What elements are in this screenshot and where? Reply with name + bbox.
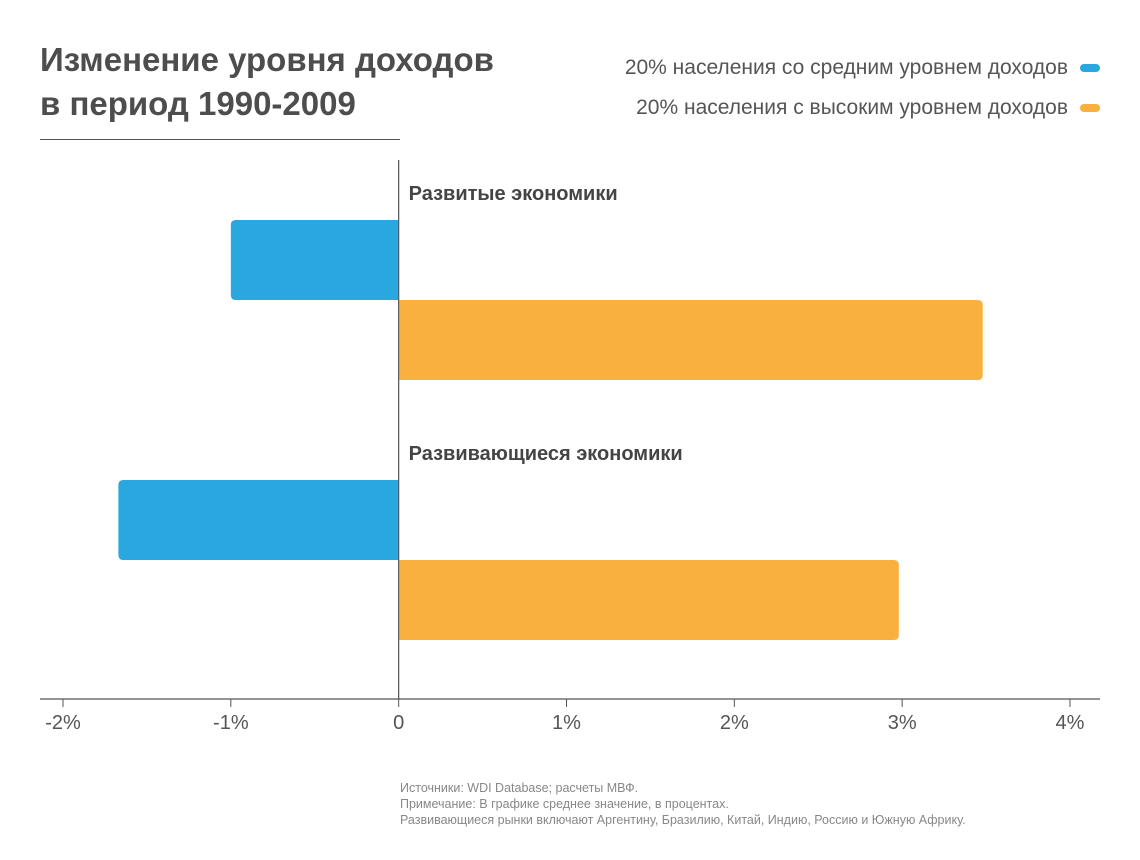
footnotes: Источники: WDI Database; расчеты МВФ. Пр… xyxy=(400,780,966,828)
chart-title-line-2: в период 1990-2009 xyxy=(40,85,356,122)
legend-swatch-high-income xyxy=(1080,104,1100,112)
legend-label-middle-income: 20% населения со средним уровнем доходов xyxy=(624,56,1068,79)
title-underline xyxy=(40,139,400,140)
category-label: Развивающиеся экономики xyxy=(409,443,683,465)
legend-item-high-income: 20% населения с высоким уровнем доходов xyxy=(460,88,1100,128)
legend-item-middle-income: 20% населения со средним уровнем доходов xyxy=(460,48,1100,88)
legend: 20% населения со средним уровнем доходов… xyxy=(460,48,1100,128)
bar xyxy=(398,300,983,380)
x-tick-label: 0 xyxy=(393,712,404,734)
footnote-markets: Развивающиеся рынки включают Аргентину, … xyxy=(400,813,966,827)
footnote-note: Примечание: В графике среднее значение, … xyxy=(400,797,729,811)
x-tick-label: 3% xyxy=(888,712,917,734)
chart-title-line-1: Изменение уровня доходов xyxy=(40,41,494,78)
x-tick-label: 1% xyxy=(552,712,581,734)
x-tick-label: -1% xyxy=(213,712,249,734)
legend-label-high-income: 20% населения с высоким уровнем доходов xyxy=(636,96,1068,119)
bar xyxy=(230,220,399,300)
x-tick-label: -2% xyxy=(45,712,81,734)
chart-title: Изменение уровня доходов в период 1990-2… xyxy=(40,38,560,126)
footnote-sources: Источники: WDI Database; расчеты МВФ. xyxy=(400,781,639,795)
x-tick-label: 2% xyxy=(720,712,749,734)
bar xyxy=(118,480,399,560)
category-label: Развитые экономики xyxy=(409,183,618,205)
x-tick-label: 4% xyxy=(1056,712,1085,734)
legend-swatch-middle-income xyxy=(1080,64,1100,72)
bar xyxy=(398,560,899,640)
